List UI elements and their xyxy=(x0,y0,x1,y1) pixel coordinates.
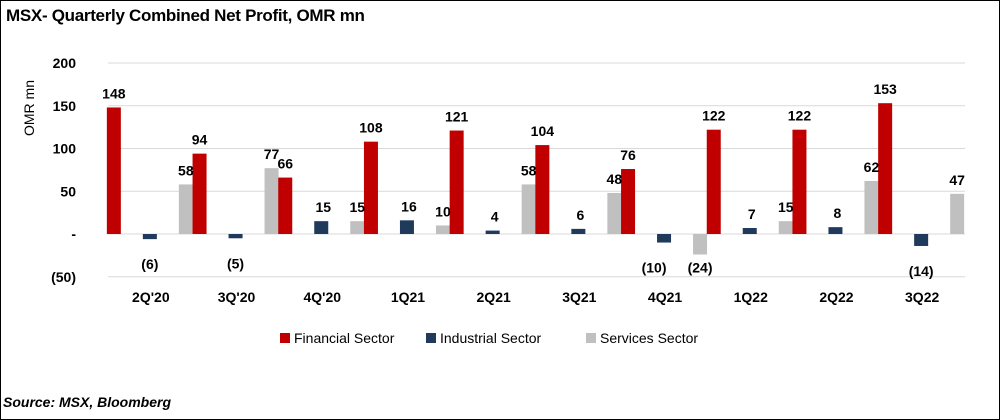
data-label: 4 xyxy=(491,209,499,225)
y-tick-label: (50) xyxy=(51,269,76,285)
bar-financial-sector xyxy=(192,153,207,234)
data-label: 121 xyxy=(445,109,469,125)
data-label: 94 xyxy=(192,132,208,148)
x-tick-label: 1Q21 xyxy=(391,289,425,305)
x-tick-label: 1Q22 xyxy=(734,289,768,305)
bar-financial-sector xyxy=(106,107,121,234)
data-label: 16 xyxy=(401,198,417,214)
bar-industrial-sector xyxy=(742,228,757,234)
bar-services-sector xyxy=(693,234,708,255)
data-label: 6 xyxy=(576,207,584,223)
data-label: 108 xyxy=(359,120,383,136)
bar-services-sector xyxy=(521,184,536,234)
legend-swatch xyxy=(586,333,596,343)
y-tick-label: 50 xyxy=(60,183,76,199)
bar-services-sector xyxy=(607,192,622,234)
x-tick-label: 3Q'20 xyxy=(218,289,256,305)
data-label: 58 xyxy=(178,162,194,178)
data-label: 76 xyxy=(620,147,636,163)
bar-industrial-sector xyxy=(571,228,586,234)
bars xyxy=(106,103,965,255)
data-label: (14) xyxy=(909,263,934,279)
bar-services-sector xyxy=(264,168,279,234)
bar-financial-sector xyxy=(706,129,721,234)
y-axis-ticks: 200 150 100 50 - (50) xyxy=(51,55,76,285)
data-label: 122 xyxy=(788,108,812,124)
data-label: 10 xyxy=(435,203,451,219)
legend-swatch xyxy=(280,333,290,343)
data-label: 15 xyxy=(778,199,794,215)
data-label: 77 xyxy=(264,146,280,162)
bar-industrial-sector xyxy=(657,234,672,243)
y-axis-title: OMR mn xyxy=(21,80,37,136)
x-axis-ticks: 2Q'20 3Q'20 4Q'20 1Q21 2Q21 3Q21 4Q21 1Q22 2Q22 3… xyxy=(132,289,939,305)
bar-industrial-sector xyxy=(914,234,929,246)
bar-industrial-sector xyxy=(399,220,414,234)
x-tick-label: 4Q'20 xyxy=(303,289,341,305)
bar-services-sector xyxy=(950,193,965,234)
bar-services-sector xyxy=(864,180,879,234)
legend-label: Industrial Sector xyxy=(440,330,541,346)
data-label: 47 xyxy=(949,172,965,188)
bar-industrial-sector xyxy=(314,221,329,234)
x-tick-label: 2Q22 xyxy=(819,289,853,305)
bar-financial-sector xyxy=(535,145,550,234)
data-label: 104 xyxy=(531,123,555,139)
data-label: (6) xyxy=(141,256,158,272)
y-tick-label: - xyxy=(71,226,76,242)
bar-services-sector xyxy=(178,184,193,234)
legend: Financial Sector Industrial Sector Service… xyxy=(280,330,698,346)
data-label: 148 xyxy=(102,85,126,101)
data-label: (10) xyxy=(642,260,667,276)
bar-industrial-sector xyxy=(828,227,843,234)
bar-financial-sector xyxy=(363,141,378,234)
data-label: 58 xyxy=(521,162,537,178)
data-label: 122 xyxy=(702,108,726,124)
data-label: 7 xyxy=(748,206,756,222)
data-label: 15 xyxy=(349,199,365,215)
data-label: 66 xyxy=(277,156,293,172)
bar-services-sector xyxy=(350,221,365,234)
data-label: 62 xyxy=(864,159,880,175)
bar-financial-sector xyxy=(449,130,464,234)
bar-services-sector xyxy=(435,225,450,234)
bar-services-sector xyxy=(778,221,793,234)
bar-financial-sector xyxy=(792,129,807,234)
legend-label: Services Sector xyxy=(600,330,698,346)
bar-industrial-sector xyxy=(485,230,500,234)
source-note: Source: MSX, Bloomberg xyxy=(3,394,172,410)
x-tick-label: 4Q21 xyxy=(648,289,682,305)
y-tick-label: 200 xyxy=(53,55,77,71)
data-label: 8 xyxy=(834,205,842,221)
bar-industrial-sector xyxy=(228,234,243,239)
bar-financial-sector xyxy=(878,103,893,234)
data-label: 48 xyxy=(607,171,623,187)
y-tick-label: 150 xyxy=(53,98,77,114)
bar-financial-sector xyxy=(278,177,293,234)
legend-label: Financial Sector xyxy=(294,330,395,346)
data-label: (5) xyxy=(227,255,244,271)
x-tick-label: 2Q'20 xyxy=(132,289,170,305)
bar-financial-sector xyxy=(621,169,636,234)
bar-industrial-sector xyxy=(142,234,157,240)
x-tick-label: 2Q21 xyxy=(477,289,511,305)
chart-title: MSX- Quarterly Combined Net Profit, OMR … xyxy=(6,6,365,25)
x-tick-label: 3Q22 xyxy=(905,289,939,305)
data-label: 153 xyxy=(873,81,897,97)
data-label: 15 xyxy=(315,199,331,215)
x-tick-label: 3Q21 xyxy=(562,289,596,305)
legend-swatch xyxy=(426,333,436,343)
y-tick-label: 100 xyxy=(53,141,77,157)
data-label: (24) xyxy=(688,260,713,276)
